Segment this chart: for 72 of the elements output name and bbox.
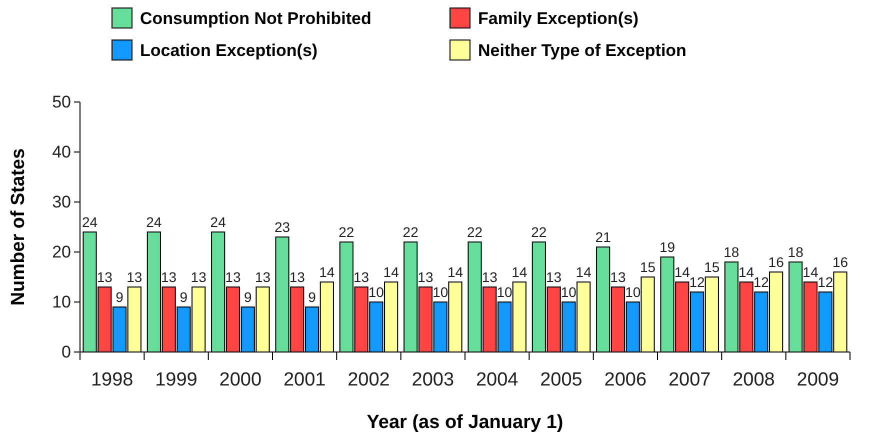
data-label: 19 <box>659 239 676 255</box>
data-label: 13 <box>610 269 626 285</box>
x-axis-title: Year (as of January 1) <box>366 412 564 433</box>
data-label: 13 <box>126 269 142 285</box>
data-label: 16 <box>832 254 848 270</box>
data-label: 13 <box>190 269 207 285</box>
y-tick-label: 40 <box>52 142 71 162</box>
x-tick-label: 1998 <box>90 369 134 390</box>
x-tick-label: 2008 <box>732 369 775 390</box>
x-tick-label: 2009 <box>796 369 840 390</box>
data-label: 13 <box>254 269 271 285</box>
data-label: 18 <box>788 244 804 260</box>
data-label: 12 <box>689 274 706 290</box>
data-label: 14 <box>576 264 592 280</box>
x-tick-label: 2005 <box>540 369 582 390</box>
x-tick-label: 1999 <box>155 369 198 390</box>
data-label: 10 <box>625 284 641 300</box>
x-tick-label: 2000 <box>219 369 262 390</box>
data-label: 13 <box>96 269 113 285</box>
legend-label: Consumption Not Prohibited <box>140 9 372 28</box>
data-label: 24 <box>146 214 162 230</box>
data-label: 21 <box>595 229 612 245</box>
data-label: 9 <box>116 289 124 305</box>
data-label: 12 <box>753 274 770 290</box>
legend-label: Neither Type of Exception <box>478 41 686 60</box>
data-label: 14 <box>738 264 754 280</box>
x-tick-label: 2007 <box>668 369 711 390</box>
y-axis-title: Number of States <box>8 148 29 306</box>
data-label: 18 <box>724 244 740 260</box>
y-tick-label: 30 <box>52 192 71 212</box>
x-tick-label: 2003 <box>412 369 454 390</box>
data-label: 13 <box>354 269 370 285</box>
y-tick-label: 10 <box>52 292 71 312</box>
data-label: 13 <box>546 269 562 285</box>
data-label: 23 <box>274 219 290 235</box>
data-label: 14 <box>383 264 400 280</box>
data-label: 10 <box>496 284 513 300</box>
x-tick-label: 2006 <box>604 369 647 390</box>
legend-label: Location Exception(s) <box>140 41 318 60</box>
data-label: 24 <box>82 214 98 230</box>
data-label: 13 <box>161 269 177 285</box>
data-label: 14 <box>674 264 690 280</box>
data-label: 14 <box>319 264 335 280</box>
data-label: 22 <box>531 224 547 240</box>
legend-label: Family Exception(s) <box>478 9 639 28</box>
x-tick-label: 2004 <box>476 369 519 390</box>
data-label: 13 <box>418 269 434 285</box>
data-label: 14 <box>447 264 464 280</box>
x-tick-label: 2002 <box>348 369 390 390</box>
data-label: 24 <box>210 214 226 230</box>
y-tick-label: 50 <box>52 92 71 112</box>
y-tick-label: 20 <box>52 242 71 262</box>
data-label: 14 <box>802 264 818 280</box>
x-tick-label: 2001 <box>283 369 326 390</box>
data-label: 10 <box>368 284 384 300</box>
data-label: 13 <box>482 269 498 285</box>
data-label: 16 <box>768 254 784 270</box>
data-label: 9 <box>308 289 316 305</box>
data-label: 13 <box>225 269 241 285</box>
data-label: 15 <box>704 259 720 275</box>
data-label: 12 <box>818 274 834 290</box>
data-label: 14 <box>512 264 528 280</box>
data-label: 22 <box>338 224 354 240</box>
data-label: 9 <box>180 289 188 305</box>
y-tick-label: 0 <box>62 342 71 362</box>
data-label: 22 <box>402 224 419 240</box>
data-label: 9 <box>244 289 252 305</box>
data-label: 15 <box>640 259 656 275</box>
data-label: 22 <box>466 224 483 240</box>
data-label: 13 <box>289 269 306 285</box>
data-label: 10 <box>560 284 577 300</box>
data-label: 10 <box>432 284 448 300</box>
